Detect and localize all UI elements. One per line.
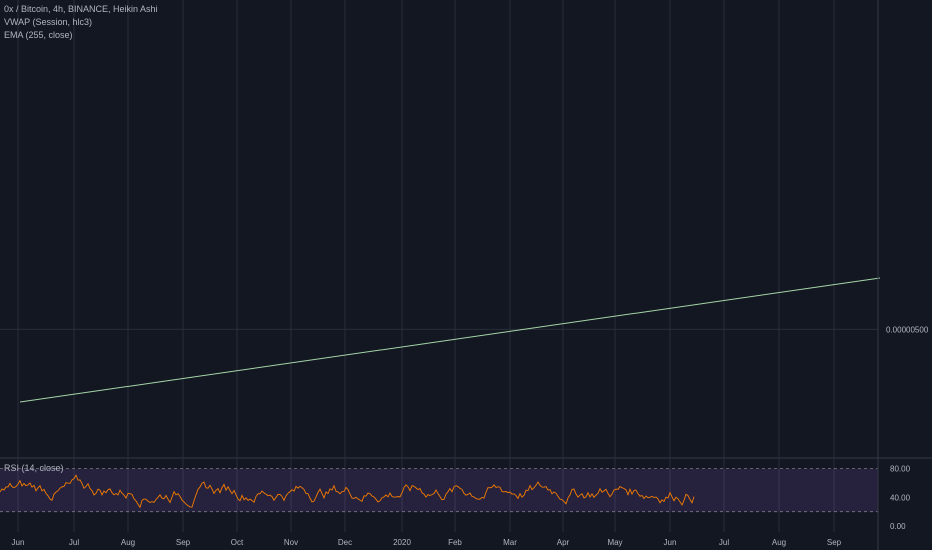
rsi-pane: 80.00 40.00 0.00 bbox=[0, 465, 911, 531]
time-tick-label: Mar bbox=[503, 538, 517, 547]
rsi-tick-label: 40.00 bbox=[890, 493, 911, 502]
ema-legend: EMA (255, close) bbox=[4, 30, 73, 40]
time-axis: Jun Jul Aug Sep Oct Nov Dec 2020 Feb Mar Apr May Jun… bbox=[12, 538, 842, 547]
ascending-trend-line bbox=[19, 277, 881, 403]
time-tick-label: Dec bbox=[338, 538, 352, 547]
time-tick-label: Sep bbox=[176, 538, 191, 547]
price-tick-label: 0.00000500 bbox=[886, 325, 929, 334]
rsi-band bbox=[0, 468, 878, 512]
time-tick-label: Aug bbox=[772, 538, 786, 547]
trend-line bbox=[19, 277, 881, 403]
vwap-legend: VWAP (Session, hlc3) bbox=[4, 17, 93, 27]
time-tick-label: May bbox=[607, 538, 622, 547]
time-tick-label: 2020 bbox=[393, 538, 411, 547]
time-tick-label: Oct bbox=[231, 538, 244, 547]
time-tick-label: Nov bbox=[284, 538, 298, 547]
rsi-tick-label: 0.00 bbox=[890, 522, 906, 531]
grid bbox=[0, 0, 932, 532]
time-tick-label: Feb bbox=[448, 538, 462, 547]
rsi-legend: RSI (14, close) bbox=[4, 463, 64, 473]
time-tick-label: Jun bbox=[664, 538, 677, 547]
time-tick-label: Aug bbox=[121, 538, 135, 547]
time-tick-label: Jul bbox=[69, 538, 79, 547]
time-tick-label: Jul bbox=[719, 538, 729, 547]
rsi-tick-label: 80.00 bbox=[890, 465, 911, 474]
rsi-curve bbox=[0, 474, 695, 509]
time-tick-label: Sep bbox=[827, 538, 842, 547]
symbol-legend: 0x / Bitcoin, 4h, BINANCE, Heikin Ashi bbox=[4, 4, 158, 14]
time-tick-label: Apr bbox=[557, 538, 570, 547]
time-tick-label: Jun bbox=[12, 538, 25, 547]
price-axis: 0.000060000.000055000.000050000.00004500… bbox=[877, 0, 929, 550]
